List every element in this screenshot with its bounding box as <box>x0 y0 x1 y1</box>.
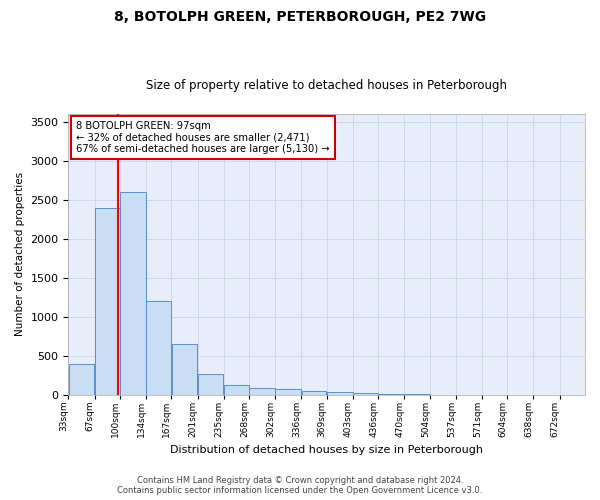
Text: 8 BOTOLPH GREEN: 97sqm
← 32% of detached houses are smaller (2,471)
67% of semi-: 8 BOTOLPH GREEN: 97sqm ← 32% of detached… <box>76 121 330 154</box>
Title: Size of property relative to detached houses in Peterborough: Size of property relative to detached ho… <box>146 79 507 92</box>
Text: Contains HM Land Registry data © Crown copyright and database right 2024.
Contai: Contains HM Land Registry data © Crown c… <box>118 476 482 495</box>
Bar <box>172 344 197 395</box>
Bar <box>302 391 326 394</box>
Bar <box>224 386 249 394</box>
Bar <box>198 374 223 394</box>
Y-axis label: Number of detached properties: Number of detached properties <box>15 172 25 336</box>
X-axis label: Distribution of detached houses by size in Peterborough: Distribution of detached houses by size … <box>170 445 483 455</box>
Bar <box>327 392 353 394</box>
Bar <box>68 364 94 394</box>
Bar <box>275 390 301 394</box>
Bar <box>250 388 275 394</box>
Bar <box>120 192 146 394</box>
Text: 8, BOTOLPH GREEN, PETERBOROUGH, PE2 7WG: 8, BOTOLPH GREEN, PETERBOROUGH, PE2 7WG <box>114 10 486 24</box>
Bar <box>146 301 171 394</box>
Bar <box>353 393 378 394</box>
Bar <box>95 208 119 394</box>
